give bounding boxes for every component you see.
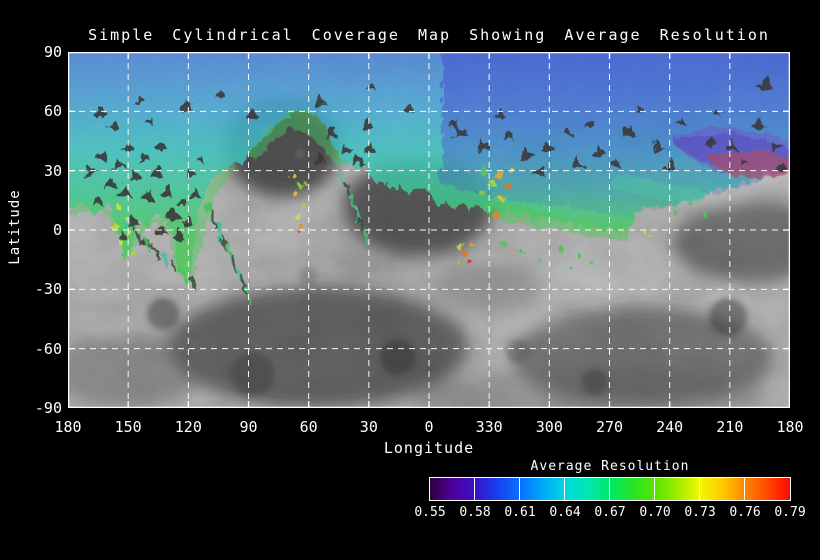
x-tick-label: 270	[595, 418, 624, 436]
x-tick-label: 0	[424, 418, 434, 436]
y-tick-label: -30	[34, 280, 62, 299]
colorbar-tick-label: 0.73	[684, 505, 716, 520]
grid-lines	[68, 52, 790, 408]
x-tick-label: 210	[716, 418, 744, 436]
colorbar-divider	[609, 478, 610, 500]
coverage-map-canvas	[68, 52, 790, 408]
colorbar-divider	[654, 478, 655, 500]
x-tick-label: 180	[776, 418, 804, 436]
colorbar-divider	[474, 478, 475, 500]
x-tick-label: 120	[174, 418, 202, 436]
colorbar-tick-label: 0.79	[774, 505, 806, 520]
y-tick-label: -90	[34, 398, 62, 417]
colorbar-divider	[699, 478, 700, 500]
colorbar-divider	[564, 478, 565, 500]
x-tick-label: 330	[475, 418, 503, 436]
chart-title: Simple Cylindrical Coverage Map Showing …	[88, 26, 770, 44]
colorbar	[429, 477, 791, 501]
x-tick-label: 90	[239, 418, 258, 436]
colorbar-tick-label: 0.67	[594, 505, 626, 520]
colorbar-tick-label: 0.76	[729, 505, 761, 520]
colorbar-tick-label: 0.55	[414, 505, 446, 520]
colorbar-divider	[744, 478, 745, 500]
x-axis-title: Longitude	[383, 439, 475, 457]
x-tick-label: 30	[359, 418, 378, 436]
y-tick-label: 30	[43, 161, 62, 180]
plot-border	[68, 52, 790, 408]
x-tick-label: 150	[114, 418, 142, 436]
x-tick-label: 300	[535, 418, 563, 436]
map-plot-area	[68, 52, 790, 408]
colorbar-tick-label: 0.58	[459, 505, 491, 520]
x-tick-label: 180	[54, 418, 82, 436]
coverage-detail-flecks	[109, 164, 705, 303]
x-tick-label: 60	[299, 418, 318, 436]
y-axis-title: Latitude	[7, 189, 23, 265]
x-tick-label: 240	[656, 418, 684, 436]
y-tick-label: 90	[43, 43, 62, 61]
coverage-gap-triangles	[82, 73, 785, 245]
y-tick-label: -60	[34, 339, 62, 358]
colorbar-title: Average Resolution	[530, 459, 690, 474]
colorbar-divider	[519, 478, 520, 500]
colorbar-tick-label: 0.61	[504, 505, 536, 520]
colorbar-tick-label: 0.70	[639, 505, 671, 520]
colorbar-tick-label: 0.64	[549, 505, 581, 520]
y-tick-label: 60	[43, 102, 62, 121]
